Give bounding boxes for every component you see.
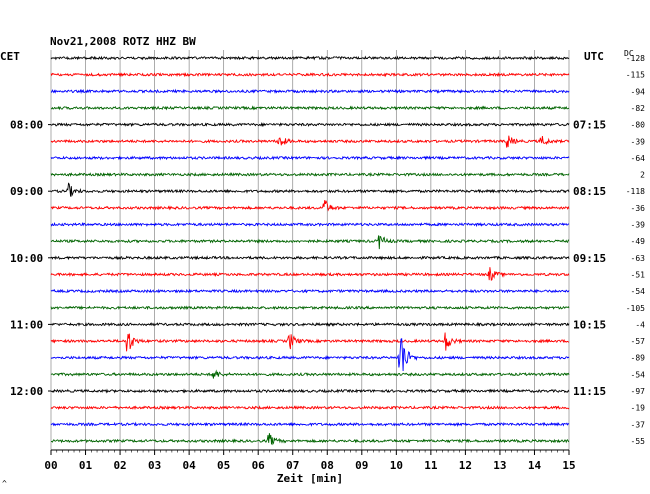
x-tick-label: 15 (562, 459, 575, 472)
right-hour-label: 07:15 (573, 119, 606, 132)
seismogram-trace (50, 235, 570, 250)
dc-offset-label: -80 (631, 121, 646, 130)
seismogram-trace (50, 88, 570, 95)
x-tick-label: 09 (355, 459, 368, 472)
seismogram-trace (50, 72, 570, 78)
seismogram-trace (50, 221, 570, 228)
seismogram-trace (50, 155, 570, 161)
dc-offset-label: -89 (631, 354, 646, 363)
left-hour-label: 11:00 (10, 318, 43, 331)
dc-offset-label: -4 (635, 320, 645, 329)
dc-offset-label: -115 (626, 71, 645, 80)
dc-offset-label: -37 (631, 420, 646, 429)
trace-group (50, 55, 570, 446)
x-tick-label: 08 (321, 459, 334, 472)
seismogram-trace (50, 55, 570, 61)
grid-lines (48, 50, 570, 455)
seismogram-trace (50, 267, 570, 281)
x-tick-label: 10 (390, 459, 403, 472)
dc-offset-label: -128 (626, 54, 645, 63)
dc-header: DC (624, 49, 634, 58)
dc-offset-label: -63 (631, 254, 646, 263)
x-tick-label: 12 (459, 459, 472, 472)
right-hour-label: 10:15 (573, 318, 606, 331)
chart-title: Nov21,2008 ROTZ HHZ BW (50, 35, 196, 48)
left-hour-label: 12:00 (10, 385, 43, 398)
dc-offset-label: -54 (631, 287, 646, 296)
x-tick-label: 14 (528, 459, 542, 472)
left-hour-label: 10:00 (10, 252, 43, 265)
dc-offset-label: -39 (631, 221, 646, 230)
dc-offset-label: -39 (631, 137, 646, 146)
seismogram-trace (50, 182, 570, 198)
seismogram-trace (50, 388, 570, 394)
dc-offset-label: -64 (631, 154, 646, 163)
x-axis-label: Zeit [min] (277, 472, 343, 485)
dc-offset-label: -94 (631, 87, 646, 96)
seismogram-trace (50, 199, 570, 212)
axis-label-group: 00 01 02 03 04 05 06 07 08 09 10 11 12 13 14 15 -128 -115… (10, 54, 645, 472)
dc-offset-label: -55 (631, 437, 646, 446)
seismogram-trace (51, 433, 570, 446)
x-tick-label: 07 (286, 459, 299, 472)
seismogram-trace (50, 405, 570, 411)
seismogram-trace (50, 105, 570, 111)
dc-offset-label: -36 (631, 204, 646, 213)
x-tick-label: 06 (252, 459, 266, 472)
right-hour-label: 08:15 (573, 185, 606, 198)
right-axis-label: UTC (584, 50, 604, 63)
left-hour-label: 08:00 (10, 119, 43, 132)
dc-offset-label: -49 (631, 237, 646, 246)
seismogram-trace (50, 288, 570, 294)
dc-offset-label: 2 (640, 171, 645, 180)
seismogram-trace (50, 338, 570, 372)
dc-offset-label: -82 (631, 104, 646, 113)
dc-offset-label: -97 (631, 387, 646, 396)
x-tick-label: 04 (183, 459, 197, 472)
x-tick-label: 01 (79, 459, 93, 472)
left-hour-label: 09:00 (10, 185, 43, 198)
x-tick-label: 11 (424, 459, 438, 472)
left-axis-label: CET (0, 50, 20, 63)
seismogram-trace (50, 369, 570, 379)
seismogram-trace (50, 255, 570, 261)
right-hour-label: 11:15 (573, 385, 606, 398)
dc-offset-label: -118 (626, 187, 645, 196)
seismogram-trace (50, 171, 570, 178)
dc-offset-label: -54 (631, 370, 646, 379)
dc-offset-label: -57 (631, 337, 646, 346)
seismogram-trace (50, 321, 570, 327)
x-tick-label: 03 (148, 459, 161, 472)
seismogram-trace (50, 305, 570, 311)
x-tick-label: 00 (44, 459, 57, 472)
dc-offset-label: -51 (631, 270, 646, 279)
seismogram-trace (50, 122, 570, 128)
dc-offset-label: -19 (631, 404, 646, 413)
seismogram-trace (50, 421, 570, 427)
logo-mark: ^ (2, 479, 7, 488)
x-tick-label: 13 (493, 459, 506, 472)
x-tick-label: 05 (217, 459, 230, 472)
x-tick-label: 02 (113, 459, 126, 472)
dc-offset-label: -105 (626, 304, 645, 313)
seismogram-trace (50, 332, 570, 352)
seismogram-trace (50, 135, 570, 148)
right-hour-label: 09:15 (573, 252, 606, 265)
